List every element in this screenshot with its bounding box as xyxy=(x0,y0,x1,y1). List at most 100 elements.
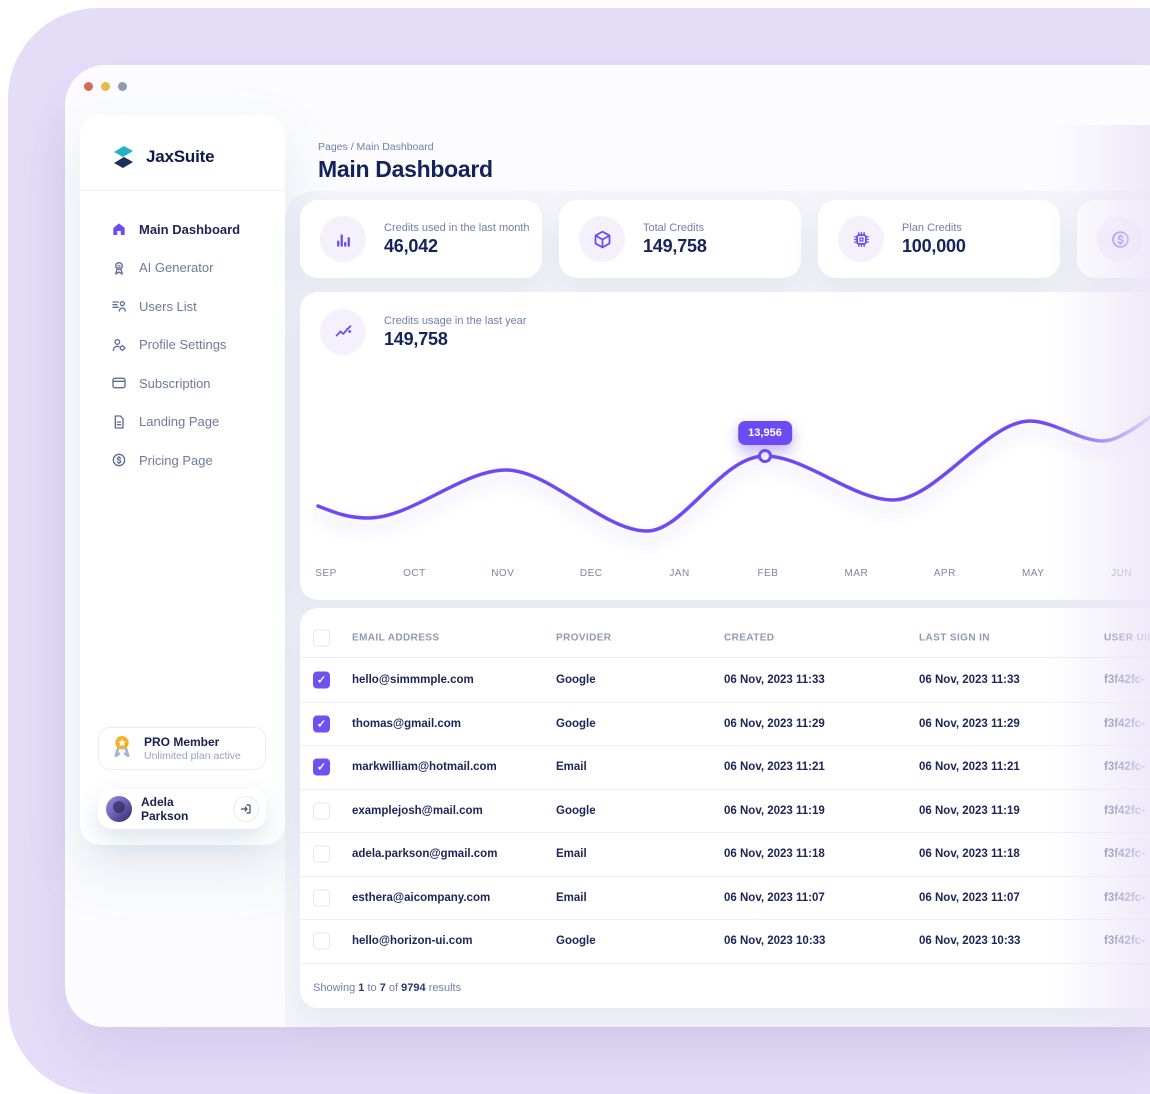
document-icon xyxy=(111,414,127,430)
chip-icon xyxy=(838,216,884,262)
bar-chart-icon xyxy=(320,216,366,262)
user-uid-cell: f3f42fc- xyxy=(1104,891,1145,904)
column-header-created: CREATED xyxy=(724,632,775,643)
brand-name: JaxSuite xyxy=(146,146,215,166)
chart-line xyxy=(316,415,1150,533)
x-tick-nov: NOV xyxy=(491,568,515,579)
stat-value: 46,042 xyxy=(384,235,438,256)
created-cell: 06 Nov, 2023 11:29 xyxy=(724,717,825,730)
pro-member-card: PRO Member Unlimited plan active xyxy=(98,727,266,770)
sidebar-item-ai-generator[interactable]: AI Generator xyxy=(80,249,285,288)
x-tick-may: MAY xyxy=(1021,568,1045,579)
stat-label: Credits used in the last month xyxy=(384,221,530,234)
table-row: ✓ markwilliam@hotmail.com Email 06 Nov, 202… xyxy=(300,746,1150,790)
window-controls xyxy=(84,82,127,91)
stat-card-3: Plan Credits 100,000 xyxy=(818,200,1060,278)
home-icon xyxy=(111,221,127,237)
row-checkbox[interactable] xyxy=(313,845,330,863)
sidebar-item-main-dashboard[interactable]: Main Dashboard xyxy=(80,210,285,249)
x-tick-mar: MAR xyxy=(844,568,869,579)
created-cell: 06 Nov, 2023 10:33 xyxy=(724,935,826,948)
provider-cell: Email xyxy=(556,848,587,861)
sidebar-nav: Main Dashboard AI Generator Users List Prof… xyxy=(80,210,285,480)
last-sign-in-cell: 06 Nov, 2023 11:29 xyxy=(919,717,1020,730)
user-name: Adela Parkson xyxy=(141,795,189,823)
user-uid-cell: f3f42fc- xyxy=(1104,935,1145,948)
row-checkbox[interactable]: ✓ xyxy=(313,715,330,733)
provider-cell: Google xyxy=(556,717,596,730)
row-checkbox[interactable] xyxy=(313,932,330,950)
sidebar-item-users-list[interactable]: Users List xyxy=(80,287,285,326)
email-cell: adela.parkson@gmail.com xyxy=(352,848,498,861)
row-checkbox[interactable]: ✓ xyxy=(313,671,330,689)
user-uid-cell: f3f42fc- xyxy=(1104,848,1145,861)
table-row: ✓ thomas@gmail.com Google 06 Nov, 2023 11:2… xyxy=(300,703,1150,746)
sidebar-item-profile-settings[interactable]: Profile Settings xyxy=(80,326,285,365)
window-close-button[interactable] xyxy=(84,82,93,91)
badge-icon xyxy=(111,260,127,276)
email-cell: markwilliam@hotmail.com xyxy=(352,761,497,774)
user-uid-cell: f3f42fc- xyxy=(1104,761,1145,774)
table-row: examplejosh@mail.com Google 06 Nov, 2023 1… xyxy=(300,790,1150,833)
column-header-last: LAST SIGN IN xyxy=(919,632,990,643)
email-cell: hello@simmmple.com xyxy=(352,674,474,687)
table-header: EMAIL ADDRESS PROVIDER CREATED LAST SIGN IN… xyxy=(300,618,1150,658)
app-window: JaxSuite Main Dashboard AI Generator Users… xyxy=(65,65,1150,1027)
stats-row: Credits used in the last month 46,042 Tota… xyxy=(300,200,1150,278)
window-minimize-button[interactable] xyxy=(101,82,110,91)
users-list-icon xyxy=(111,298,127,314)
sidebar-item-label: AI Generator xyxy=(139,260,214,276)
breadcrumb[interactable]: Pages / Main Dashboard xyxy=(318,141,434,153)
sidebar-item-subscription[interactable]: Subscription xyxy=(80,364,285,403)
table-row: esthera@aicompany.com Email 06 Nov, 2023 1… xyxy=(300,877,1150,920)
chart-value: 149,758 xyxy=(384,328,448,349)
trend-icon xyxy=(320,309,366,355)
x-tick-dec: DEC xyxy=(579,568,603,579)
email-cell: examplejosh@mail.com xyxy=(352,804,483,817)
provider-cell: Google xyxy=(556,674,596,687)
medal-icon xyxy=(109,733,135,764)
x-tick-jan: JAN xyxy=(669,568,690,579)
provider-cell: Google xyxy=(556,935,596,948)
sidebar-item-pricing-page[interactable]: Pricing Page xyxy=(80,441,285,480)
created-cell: 06 Nov, 2023 11:18 xyxy=(724,848,825,861)
chart-header: Credits usage in the last year 149,758 xyxy=(320,309,526,355)
table-row: adela.parkson@gmail.com Email 06 Nov, 2023… xyxy=(300,833,1150,877)
select-all-checkbox[interactable] xyxy=(313,629,330,646)
sidebar-item-label: Main Dashboard xyxy=(139,221,241,237)
provider-cell: Google xyxy=(556,804,596,817)
chart-x-axis: SEP OCT NOV DEC JAN FEB MAR APR MAY JUN xyxy=(300,568,1150,584)
brand: JaxSuite xyxy=(110,143,215,170)
sidebar-item-label: Pricing Page xyxy=(139,452,213,468)
email-cell: thomas@gmail.com xyxy=(352,717,461,730)
user-uid-cell: f3f42fc- xyxy=(1104,674,1145,687)
column-header-provider: PROVIDER xyxy=(556,632,612,643)
sidebar-item-landing-page[interactable]: Landing Page xyxy=(80,403,285,442)
stat-card-1: Credits used in the last month 46,042 xyxy=(300,200,542,278)
x-tick-jun: JUN xyxy=(1111,568,1133,579)
user-card: Adela Parkson xyxy=(98,789,266,829)
last-sign-in-cell: 06 Nov, 2023 10:33 xyxy=(919,935,1021,948)
stat-label: Total Credits xyxy=(643,221,705,234)
row-checkbox[interactable]: ✓ xyxy=(313,758,330,776)
sidebar-divider xyxy=(80,190,285,191)
logout-button[interactable] xyxy=(233,796,259,822)
last-sign-in-cell: 06 Nov, 2023 11:21 xyxy=(919,761,1020,774)
provider-cell: Email xyxy=(556,891,587,904)
stat-card-2: Total Credits 149,758 xyxy=(559,200,801,278)
provider-cell: Email xyxy=(556,761,587,774)
avatar xyxy=(106,796,132,822)
created-cell: 06 Nov, 2023 11:21 xyxy=(724,761,825,774)
window-maximize-button[interactable] xyxy=(118,82,127,91)
table-row: ✓ hello@simmmple.com Google 06 Nov, 2023 11… xyxy=(300,659,1150,703)
page-header: Pages / Main Dashboard Main Dashboard xyxy=(318,141,493,183)
row-checkbox[interactable] xyxy=(313,802,330,820)
row-checkbox[interactable] xyxy=(313,889,330,907)
sidebar-item-label: Users List xyxy=(139,298,197,314)
stat-label: Plan Credits xyxy=(902,221,962,234)
last-sign-in-cell: 06 Nov, 2023 11:19 xyxy=(919,804,1020,817)
sidebar-item-label: Landing Page xyxy=(139,414,220,430)
x-tick-sep: SEP xyxy=(315,568,337,579)
table-body: ✓ hello@simmmple.com Google 06 Nov, 2023 11… xyxy=(300,659,1150,964)
x-tick-oct: OCT xyxy=(403,568,426,579)
